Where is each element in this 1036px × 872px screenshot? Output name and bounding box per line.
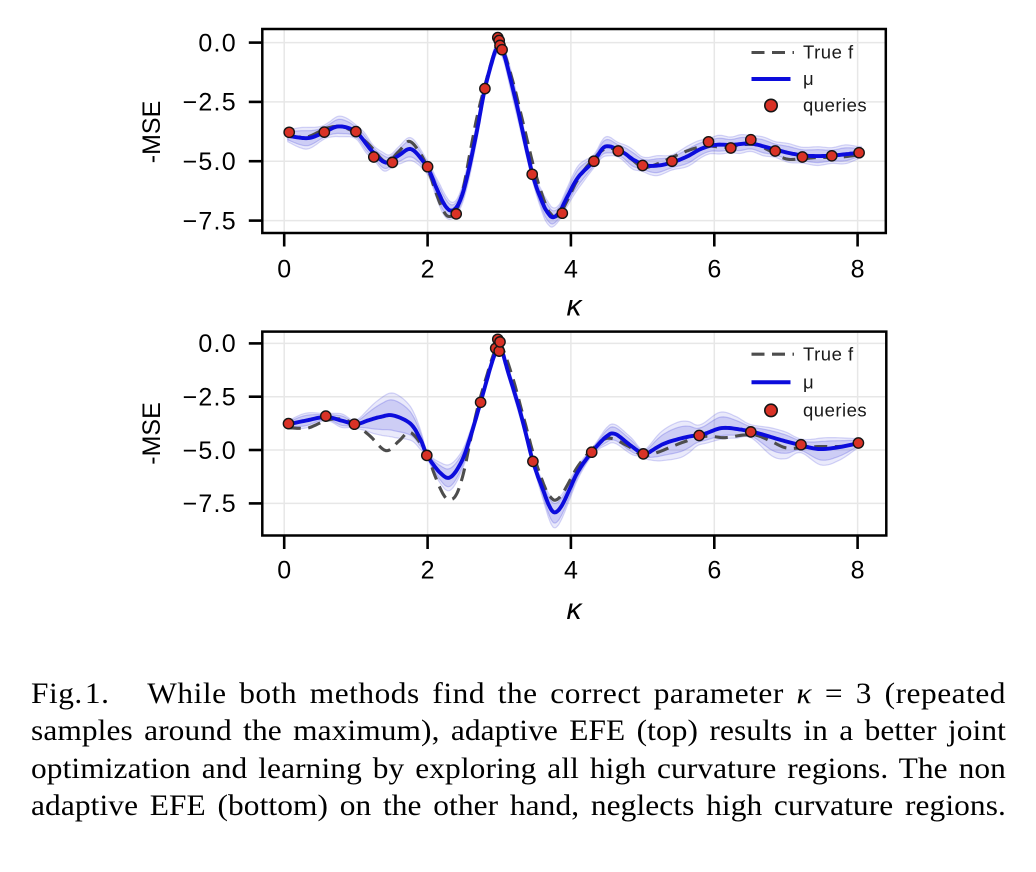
svg-text:0.0: 0.0: [198, 29, 237, 57]
svg-text:0.0: 0.0: [198, 330, 237, 358]
svg-text:6: 6: [707, 557, 721, 585]
svg-text:8: 8: [851, 557, 865, 585]
svg-text:queries: queries: [803, 95, 867, 116]
svg-text:8: 8: [851, 256, 865, 284]
svg-text:μ: μ: [803, 68, 814, 89]
svg-text:−2.5: −2.5: [182, 384, 237, 412]
svg-text:0: 0: [277, 557, 291, 585]
svg-text:4: 4: [564, 256, 578, 284]
svg-text:μ: μ: [803, 371, 814, 392]
svg-text:0: 0: [277, 256, 291, 284]
svg-text:−7.5: −7.5: [182, 490, 237, 518]
svg-text:−2.5: −2.5: [182, 89, 237, 117]
svg-text:κ: κ: [567, 290, 584, 323]
svg-text:2: 2: [421, 557, 435, 585]
svg-text:True f: True f: [803, 42, 854, 63]
svg-text:−5.0: −5.0: [182, 148, 237, 176]
svg-text:κ: κ: [567, 593, 584, 626]
svg-text:4: 4: [564, 557, 578, 585]
svg-text:queries: queries: [803, 400, 867, 421]
svg-text:True f: True f: [803, 343, 854, 364]
svg-text:-MSE: -MSE: [138, 402, 166, 465]
svg-text:6: 6: [707, 256, 721, 284]
svg-text:−7.5: −7.5: [182, 207, 237, 235]
svg-text:−5.0: −5.0: [182, 437, 237, 465]
svg-text:-MSE: -MSE: [138, 101, 166, 164]
svg-text:2: 2: [421, 256, 435, 284]
